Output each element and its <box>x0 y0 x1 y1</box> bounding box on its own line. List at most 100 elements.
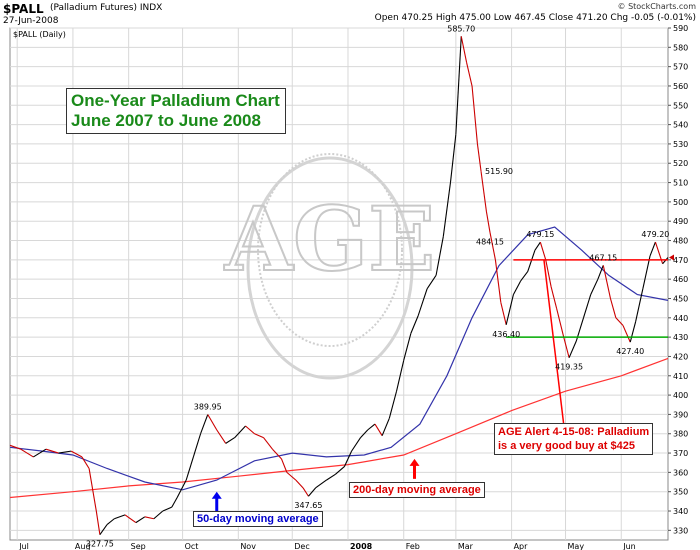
data-label: 484.15 <box>476 238 504 247</box>
price-segment <box>527 250 536 272</box>
data-label: 347.65 <box>294 501 322 510</box>
symbol-description: (Palladium Futures) INDX <box>50 3 163 13</box>
price-segment <box>590 278 599 295</box>
x-tick-label: 2008 <box>350 542 373 550</box>
price-segment <box>58 450 72 454</box>
price-segment <box>563 336 570 358</box>
price-segment <box>568 340 577 358</box>
x-tick-label: May <box>568 542 585 550</box>
price-segment <box>272 448 282 460</box>
x-tick-label: Apr <box>514 542 529 550</box>
alert-leader-line <box>543 259 567 440</box>
data-label: 479.15 <box>526 230 554 239</box>
watermark-coin-face <box>257 153 403 347</box>
price-segment <box>124 514 137 524</box>
price-segment <box>534 241 541 251</box>
price-segment <box>545 259 552 288</box>
price-segment <box>286 471 297 481</box>
y-tick-label: 520 <box>673 159 688 168</box>
price-segment <box>449 134 457 183</box>
price-segment <box>505 294 514 325</box>
price-segment <box>315 479 327 489</box>
price-segment <box>162 506 173 512</box>
ma200-arrow-head <box>409 458 420 466</box>
price-segment <box>403 333 412 361</box>
price-segment <box>114 514 126 520</box>
ma50-line <box>9 226 669 491</box>
y-tick-label: 490 <box>673 217 688 226</box>
price-segment <box>70 450 83 458</box>
data-label: 327.75 <box>86 540 114 549</box>
y-tick-label: 340 <box>673 507 688 516</box>
price-segment <box>417 288 428 317</box>
price-segment <box>471 85 478 144</box>
y-tick-label: 530 <box>673 140 688 149</box>
price-segment <box>485 211 491 233</box>
watermark-coin-rim <box>246 156 414 380</box>
y-tick-label: 380 <box>673 430 688 439</box>
price-segment <box>602 265 612 299</box>
price-segment <box>225 437 236 444</box>
price-segment <box>597 265 604 280</box>
price-segment <box>171 497 178 508</box>
price-segment <box>642 255 651 289</box>
y-tick-label: 570 <box>673 63 688 72</box>
price-segment <box>426 275 437 290</box>
y-tick-label: 430 <box>673 333 688 342</box>
last-price-marker <box>669 254 674 261</box>
price-segment <box>435 236 444 276</box>
price-segment <box>351 437 362 452</box>
price-segment <box>335 466 345 475</box>
price-segment <box>550 286 558 309</box>
ma200-annotation: 200-day moving average <box>349 482 485 498</box>
x-tick-label: Mar <box>458 542 474 550</box>
price-segment <box>388 391 398 419</box>
price-segment <box>649 241 656 257</box>
x-tick-label: Jul <box>18 542 29 550</box>
y-tick-label: 440 <box>673 314 688 323</box>
panel-label: $PALL (Daily) <box>13 30 66 39</box>
data-label: 436.40 <box>492 330 520 339</box>
y-tick-label: 580 <box>673 43 688 52</box>
price-segment <box>20 448 34 458</box>
alert-line-1: AGE Alert 4-15-08: Palladium <box>498 426 650 438</box>
price-segment <box>185 456 194 481</box>
price-segment <box>582 294 592 318</box>
y-tick-label: 420 <box>673 352 688 361</box>
alert-annotation: AGE Alert 4-15-08: Palladium is a very g… <box>494 423 654 455</box>
price-segment <box>254 433 264 439</box>
x-tick-label: Dec <box>294 542 309 550</box>
price-segment <box>295 479 304 489</box>
price-segment <box>200 414 209 434</box>
price-segment <box>144 516 154 520</box>
x-tick-label: Aug <box>75 542 91 550</box>
chart-date: 27-Jun-2008 <box>3 16 59 26</box>
price-segment <box>326 473 336 481</box>
chart-title: One-Year Palladium Chart <box>71 91 280 110</box>
x-tick-label: Jun <box>622 542 636 550</box>
price-segment <box>609 298 617 318</box>
y-tick-label: 540 <box>673 121 688 130</box>
price-segment <box>615 317 624 326</box>
price-segment <box>494 259 502 303</box>
price-segment <box>308 487 317 497</box>
price-segment <box>635 288 644 322</box>
price-segment <box>81 456 90 469</box>
price-segment <box>410 315 419 334</box>
price-segment <box>489 232 496 260</box>
price-segment <box>539 242 547 261</box>
price-segment <box>500 302 507 325</box>
ma50-arrow-head <box>211 491 222 499</box>
x-tick-label: Oct <box>185 542 199 550</box>
x-tick-label: Nov <box>240 542 256 550</box>
data-label: 427.40 <box>616 347 644 356</box>
price-segment <box>367 423 376 431</box>
chart-title-box: One-Year Palladium Chart June 2007 to Ju… <box>66 88 286 134</box>
ohlc-readout: Open 470.25 High 475.00 Low 467.45 Close… <box>374 13 696 23</box>
price-segment <box>476 143 482 172</box>
price-segment <box>360 429 369 438</box>
price-segment <box>245 425 255 435</box>
data-label: 467.15 <box>589 253 617 262</box>
price-segment <box>512 280 522 295</box>
